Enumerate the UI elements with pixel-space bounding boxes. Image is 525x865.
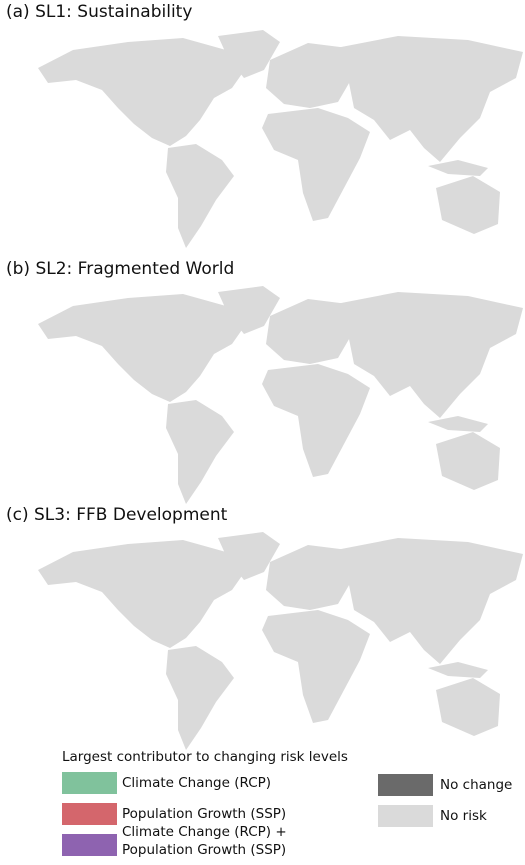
risk-region bbox=[68, 602, 88, 618]
panel-title: (c) SL3: FFB Development bbox=[6, 505, 228, 525]
legend-swatch bbox=[62, 834, 117, 856]
land bbox=[38, 532, 523, 750]
land bbox=[38, 30, 523, 248]
map bbox=[38, 30, 523, 248]
legend-label: No change bbox=[440, 777, 512, 793]
legend: Climate Change (RCP) Population Growth (… bbox=[62, 772, 512, 858]
legend-swatch bbox=[62, 772, 117, 794]
legend-swatch bbox=[378, 805, 433, 827]
legend-label: No risk bbox=[440, 808, 487, 824]
legend-label: Climate Change (RCP) bbox=[122, 775, 271, 791]
legend-title: Largest contributor to changing risk lev… bbox=[62, 749, 348, 765]
panel-title: (b) SL2: Fragmented World bbox=[6, 259, 234, 279]
legend-swatch bbox=[62, 803, 117, 825]
legend-label: Population Growth (SSP) bbox=[122, 806, 286, 822]
map bbox=[38, 532, 523, 750]
panel-title: (a) SL1: Sustainability bbox=[6, 2, 192, 22]
map bbox=[38, 286, 523, 504]
legend-swatch bbox=[378, 774, 433, 796]
legend-label: Climate Change (RCP) + bbox=[122, 824, 287, 840]
risk-region bbox=[468, 642, 488, 658]
legend-label: Population Growth (SSP) bbox=[122, 842, 286, 858]
land bbox=[38, 286, 523, 504]
